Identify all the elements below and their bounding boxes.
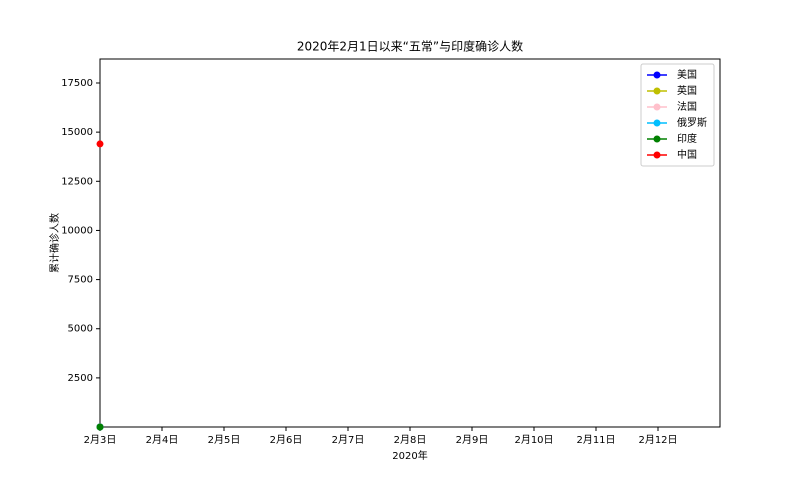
y-tick-label: 10000 xyxy=(61,225,93,236)
legend-label: 英国 xyxy=(677,84,697,97)
legend-marker xyxy=(653,87,661,95)
y-tick-label: 12500 xyxy=(61,176,93,187)
x-tick-label: 2月12日 xyxy=(638,434,677,446)
x-tick-label: 2月3日 xyxy=(84,434,117,446)
legend-marker xyxy=(653,71,661,79)
x-tick-label: 2月7日 xyxy=(332,434,365,446)
y-tick-label: 17500 xyxy=(61,78,93,89)
y-axis-label: 累计确诊人数 xyxy=(48,213,61,273)
y-tick-label: 15000 xyxy=(61,127,93,138)
y-tick-label: 7500 xyxy=(68,275,93,286)
data-point xyxy=(96,423,104,431)
data-point xyxy=(96,140,104,148)
legend-label: 中国 xyxy=(677,148,697,161)
legend-marker xyxy=(653,119,661,127)
x-tick-label: 2月8日 xyxy=(394,434,427,446)
x-tick-label: 2月4日 xyxy=(146,434,179,446)
legend-label: 俄罗斯 xyxy=(677,116,707,129)
x-tick-label: 2月5日 xyxy=(208,434,241,446)
x-tick-label: 2月11日 xyxy=(576,434,615,446)
y-tick-label: 2500 xyxy=(68,373,93,384)
legend-marker xyxy=(653,103,661,111)
legend-marker xyxy=(653,151,661,159)
x-axis-label: 2020年 xyxy=(392,449,427,462)
x-tick-label: 2月6日 xyxy=(270,434,303,446)
legend-marker xyxy=(653,135,661,143)
legend-label: 美国 xyxy=(677,68,697,81)
x-tick-label: 2月9日 xyxy=(456,434,489,446)
x-tick-label: 2月10日 xyxy=(514,434,553,446)
legend-label: 印度 xyxy=(677,132,697,145)
legend-label: 法国 xyxy=(677,100,697,113)
y-tick-label: 5000 xyxy=(68,324,93,335)
chart-title: 2020年2月1日以来“五常”与印度确诊人数 xyxy=(297,39,523,54)
